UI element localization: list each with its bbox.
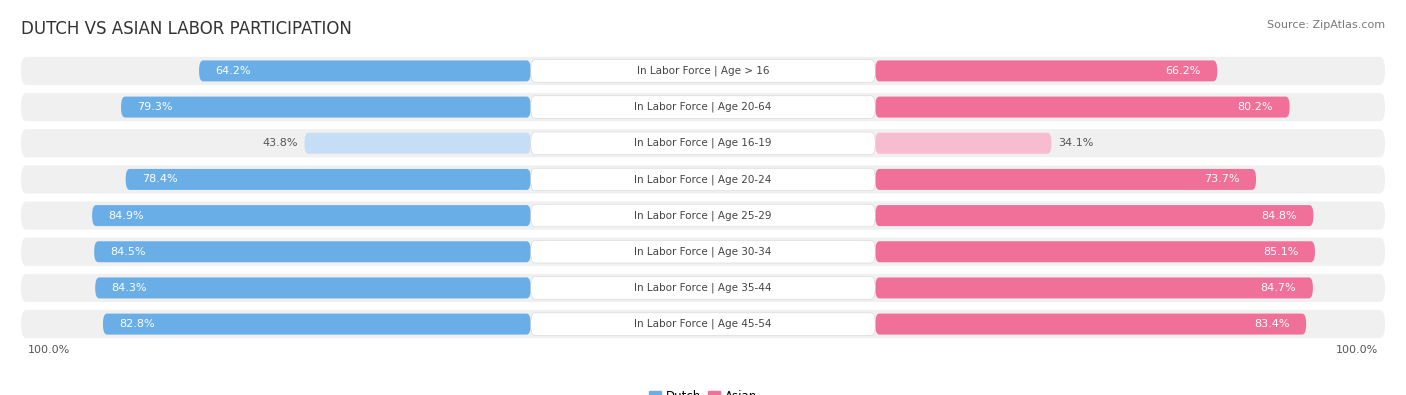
Text: 78.4%: 78.4% [142,175,177,184]
FancyBboxPatch shape [96,277,531,298]
Text: 84.8%: 84.8% [1261,211,1296,220]
Text: 85.1%: 85.1% [1263,247,1298,257]
FancyBboxPatch shape [91,205,531,226]
FancyBboxPatch shape [21,166,1385,194]
Text: In Labor Force | Age 45-54: In Labor Force | Age 45-54 [634,319,772,329]
Text: 80.2%: 80.2% [1237,102,1272,112]
FancyBboxPatch shape [531,241,876,263]
Text: In Labor Force | Age 30-34: In Labor Force | Age 30-34 [634,246,772,257]
Text: 43.8%: 43.8% [262,138,298,148]
FancyBboxPatch shape [531,277,876,299]
FancyBboxPatch shape [531,204,876,227]
Text: 79.3%: 79.3% [138,102,173,112]
Text: 100.0%: 100.0% [1336,345,1378,355]
FancyBboxPatch shape [876,97,1289,118]
FancyBboxPatch shape [21,238,1385,266]
FancyBboxPatch shape [21,57,1385,85]
Text: 82.8%: 82.8% [120,319,155,329]
FancyBboxPatch shape [121,97,531,118]
Text: In Labor Force | Age > 16: In Labor Force | Age > 16 [637,66,769,76]
FancyBboxPatch shape [876,277,1313,298]
FancyBboxPatch shape [876,205,1313,226]
FancyBboxPatch shape [876,60,1218,81]
Text: 84.7%: 84.7% [1261,283,1296,293]
FancyBboxPatch shape [103,314,531,335]
FancyBboxPatch shape [531,313,876,335]
FancyBboxPatch shape [21,201,1385,229]
FancyBboxPatch shape [876,241,1315,262]
FancyBboxPatch shape [21,274,1385,302]
Text: In Labor Force | Age 35-44: In Labor Force | Age 35-44 [634,283,772,293]
FancyBboxPatch shape [531,168,876,191]
FancyBboxPatch shape [125,169,531,190]
FancyBboxPatch shape [21,310,1385,338]
Text: 83.4%: 83.4% [1254,319,1289,329]
FancyBboxPatch shape [876,133,1052,154]
FancyBboxPatch shape [531,96,876,118]
Text: 84.5%: 84.5% [111,247,146,257]
FancyBboxPatch shape [305,133,531,154]
FancyBboxPatch shape [94,241,531,262]
FancyBboxPatch shape [21,129,1385,157]
Text: 84.9%: 84.9% [108,211,145,220]
FancyBboxPatch shape [200,60,531,81]
Text: 73.7%: 73.7% [1204,175,1240,184]
Text: 84.3%: 84.3% [111,283,148,293]
FancyBboxPatch shape [531,132,876,154]
FancyBboxPatch shape [21,93,1385,121]
Text: 100.0%: 100.0% [28,345,70,355]
FancyBboxPatch shape [876,314,1306,335]
FancyBboxPatch shape [531,60,876,82]
Text: In Labor Force | Age 16-19: In Labor Force | Age 16-19 [634,138,772,149]
Text: DUTCH VS ASIAN LABOR PARTICIPATION: DUTCH VS ASIAN LABOR PARTICIPATION [21,20,351,38]
Text: 34.1%: 34.1% [1059,138,1094,148]
Text: In Labor Force | Age 25-29: In Labor Force | Age 25-29 [634,210,772,221]
Text: 66.2%: 66.2% [1166,66,1201,76]
Text: Source: ZipAtlas.com: Source: ZipAtlas.com [1267,20,1385,30]
Text: 64.2%: 64.2% [215,66,252,76]
Text: In Labor Force | Age 20-24: In Labor Force | Age 20-24 [634,174,772,185]
FancyBboxPatch shape [876,169,1256,190]
Legend: Dutch, Asian: Dutch, Asian [644,385,762,395]
Text: In Labor Force | Age 20-64: In Labor Force | Age 20-64 [634,102,772,112]
